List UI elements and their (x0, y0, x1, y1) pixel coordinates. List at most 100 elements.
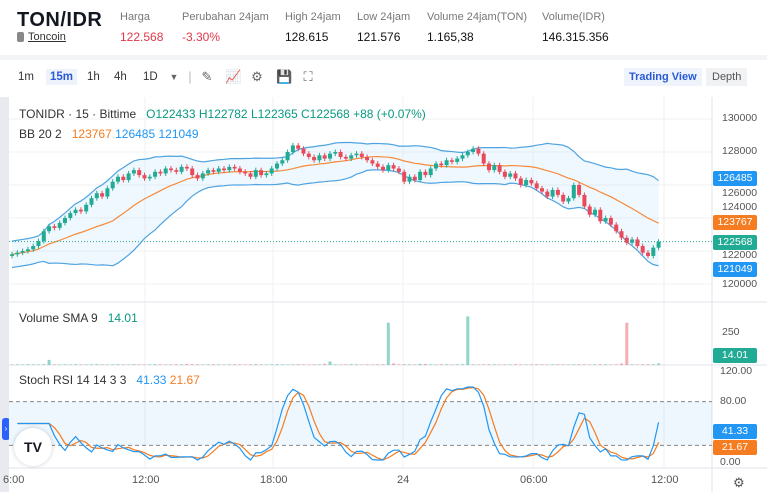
bb-label: BB 20 2 (19, 127, 62, 141)
candle (460, 155, 465, 159)
candle (423, 171, 428, 176)
volume-bar (105, 364, 109, 365)
candle (381, 166, 385, 171)
candle (412, 176, 417, 181)
candle (47, 226, 52, 232)
volume-bar (397, 364, 401, 365)
price-tick: 128000 (722, 145, 758, 157)
chart-settings-icon[interactable]: ⚙ (733, 475, 745, 490)
high-value: H122782 (198, 107, 248, 121)
candle (418, 171, 423, 181)
volume-bar (651, 364, 655, 365)
candle (317, 155, 322, 161)
interval-4h[interactable]: 4h (114, 71, 127, 83)
candle (582, 194, 587, 207)
volume-bar (121, 364, 125, 365)
interval-1m[interactable]: 1m (18, 71, 34, 83)
candle (577, 185, 582, 195)
volume-bar (95, 364, 99, 365)
candle (179, 166, 184, 172)
pencil-icon[interactable]: ✎ (201, 69, 213, 84)
volume-bar (196, 364, 199, 365)
volume-sma-value: 14.01 (107, 311, 138, 325)
volume-bar (455, 364, 459, 365)
bb-mid-line (11, 156, 659, 255)
indicator-chart-icon[interactable]: 📈 (225, 69, 242, 84)
stat-value: -3.30% (182, 30, 221, 44)
stoch-k-value: 41.33 (136, 373, 167, 387)
candle (434, 163, 438, 169)
tradingview-logo[interactable]: TV (14, 428, 52, 466)
volume-bar (482, 364, 486, 365)
gear-icon[interactable]: ⚙ (251, 69, 263, 84)
candle (94, 193, 99, 199)
volume-bar (37, 364, 40, 365)
volume-bar (264, 364, 268, 365)
volume-bar (572, 364, 576, 365)
volume-bar (111, 364, 115, 365)
volume-bar (68, 364, 72, 365)
coin-link[interactable]: Toncoin (28, 31, 66, 43)
stat-label: Perubahan 24jam (182, 11, 269, 23)
volume-bar (31, 364, 35, 365)
candle (137, 170, 142, 176)
volume-bar (211, 364, 215, 365)
bb-upper-line (11, 141, 659, 242)
candle (15, 252, 20, 255)
stoch-k-line (17, 386, 660, 461)
volume-bar (556, 364, 560, 365)
candle (545, 191, 550, 197)
candle (608, 218, 613, 225)
expand-sidebar-button[interactable]: › (2, 418, 10, 440)
volume-bar (291, 364, 295, 365)
depth-tab[interactable]: Depth (706, 68, 748, 86)
interval-1D[interactable]: 1D (143, 71, 158, 83)
candle (328, 153, 332, 159)
close-value: C122568 (301, 107, 350, 121)
volume-bar (365, 364, 369, 365)
candle (25, 249, 30, 251)
candle (391, 165, 396, 169)
stat-0: Harga 122.568 (120, 11, 163, 44)
interval-1h[interactable]: 1h (87, 71, 100, 83)
candle (555, 189, 560, 195)
fullscreen-icon[interactable]: ⛶ (303, 69, 313, 84)
candle (571, 185, 576, 199)
candle (269, 168, 274, 174)
stoch-label: Stoch RSI 14 14 3 3 (19, 373, 127, 387)
volume-bar (233, 364, 237, 365)
volume-bar (614, 364, 618, 365)
trading-view-tab[interactable]: Trading View (624, 68, 702, 86)
volume-bar (15, 364, 19, 365)
volume-bar (535, 364, 539, 365)
ticker-header: TON/IDR Toncoin Harga 122.568 Perubahan 24… (0, 0, 767, 55)
interval-15m[interactable]: 15m (46, 69, 78, 85)
volume-bar (323, 363, 327, 365)
stat-label: Low 24jam (357, 11, 411, 23)
volume-bar (429, 364, 433, 365)
candle (598, 209, 603, 222)
save-icon[interactable]: 💾 (276, 69, 293, 84)
candle (566, 198, 571, 202)
stoch-band (9, 401, 712, 446)
volume-bar (519, 364, 523, 365)
candle (476, 148, 481, 154)
volume-bar (333, 364, 337, 365)
candle (174, 170, 179, 172)
volume-bar (355, 364, 358, 365)
volume-bar (10, 364, 14, 365)
volume-bar (312, 364, 316, 365)
candle (142, 175, 147, 179)
time-tick: 12:00 (651, 474, 679, 486)
volume-price-label: 14.01 (713, 348, 757, 363)
candle (290, 145, 295, 152)
volume-bar (296, 364, 300, 365)
volume-bar (201, 364, 205, 365)
volume-bar (270, 364, 274, 365)
volume-tick: 250 (722, 326, 740, 338)
volume-bar (545, 364, 549, 365)
volume-bar (21, 364, 25, 365)
candle (110, 181, 115, 189)
interval-dropdown-icon[interactable]: ▼ (169, 72, 179, 82)
